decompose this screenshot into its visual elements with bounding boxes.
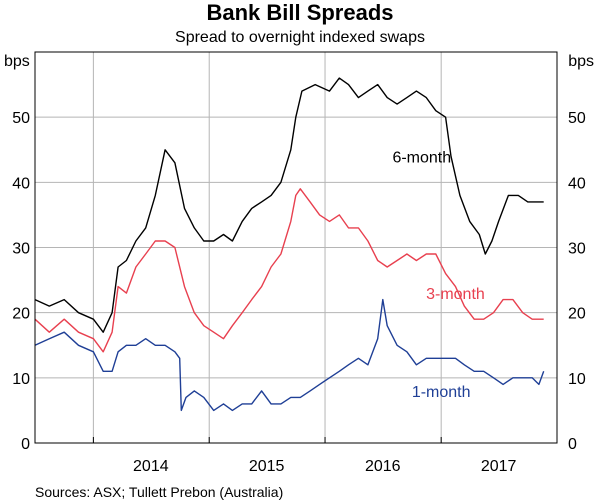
x-tick-label: 2014 [133, 458, 169, 475]
source-note: Sources: ASX; Tullett Prebon (Australia) [35, 484, 284, 500]
series-label-1-month: 1-month [412, 384, 471, 401]
plot-frame [34, 51, 558, 444]
y-tick-label-right: 30 [568, 241, 586, 258]
y-tick-label-right: 20 [568, 306, 586, 323]
chart-title: Bank Bill Spreads [206, 0, 394, 25]
series-line-1-month [34, 298, 545, 412]
series-line-3-month [34, 188, 544, 353]
y-tick-label-right: 40 [568, 175, 586, 192]
x-tick-label: 2017 [481, 458, 517, 475]
series-labels: 6-month 3-month 1-month [392, 149, 484, 401]
y-tick-label-right: 50 [568, 110, 586, 127]
x-tick-label: 2016 [365, 458, 401, 475]
y-tick-label-left: 30 [12, 241, 30, 258]
y-tick-label-left: 40 [12, 175, 30, 192]
series-line-6-month [34, 77, 544, 333]
chart-subtitle: Spread to overnight indexed swaps [175, 29, 425, 46]
series-label-6-month: 6-month [392, 149, 451, 166]
y-tick-label-left: 0 [21, 436, 30, 453]
y-tick-label-right: 10 [568, 371, 586, 388]
left-axis-unit: bps [4, 53, 30, 70]
series-lines [34, 77, 545, 412]
gridlines [35, 52, 557, 443]
series-label-3-month: 3-month [426, 286, 485, 303]
y-tick-label-left: 20 [12, 306, 30, 323]
x-tick-label: 2015 [249, 458, 285, 475]
y-tick-label-left: 10 [12, 371, 30, 388]
y-tick-label-left: 50 [12, 110, 30, 127]
right-axis-unit: bps [568, 53, 594, 70]
y-tick-label-right: 0 [568, 436, 577, 453]
axis-ticks: 0 0 10 10 20 20 30 30 40 40 50 50 2014 2015 2016 2017 [12, 110, 586, 475]
